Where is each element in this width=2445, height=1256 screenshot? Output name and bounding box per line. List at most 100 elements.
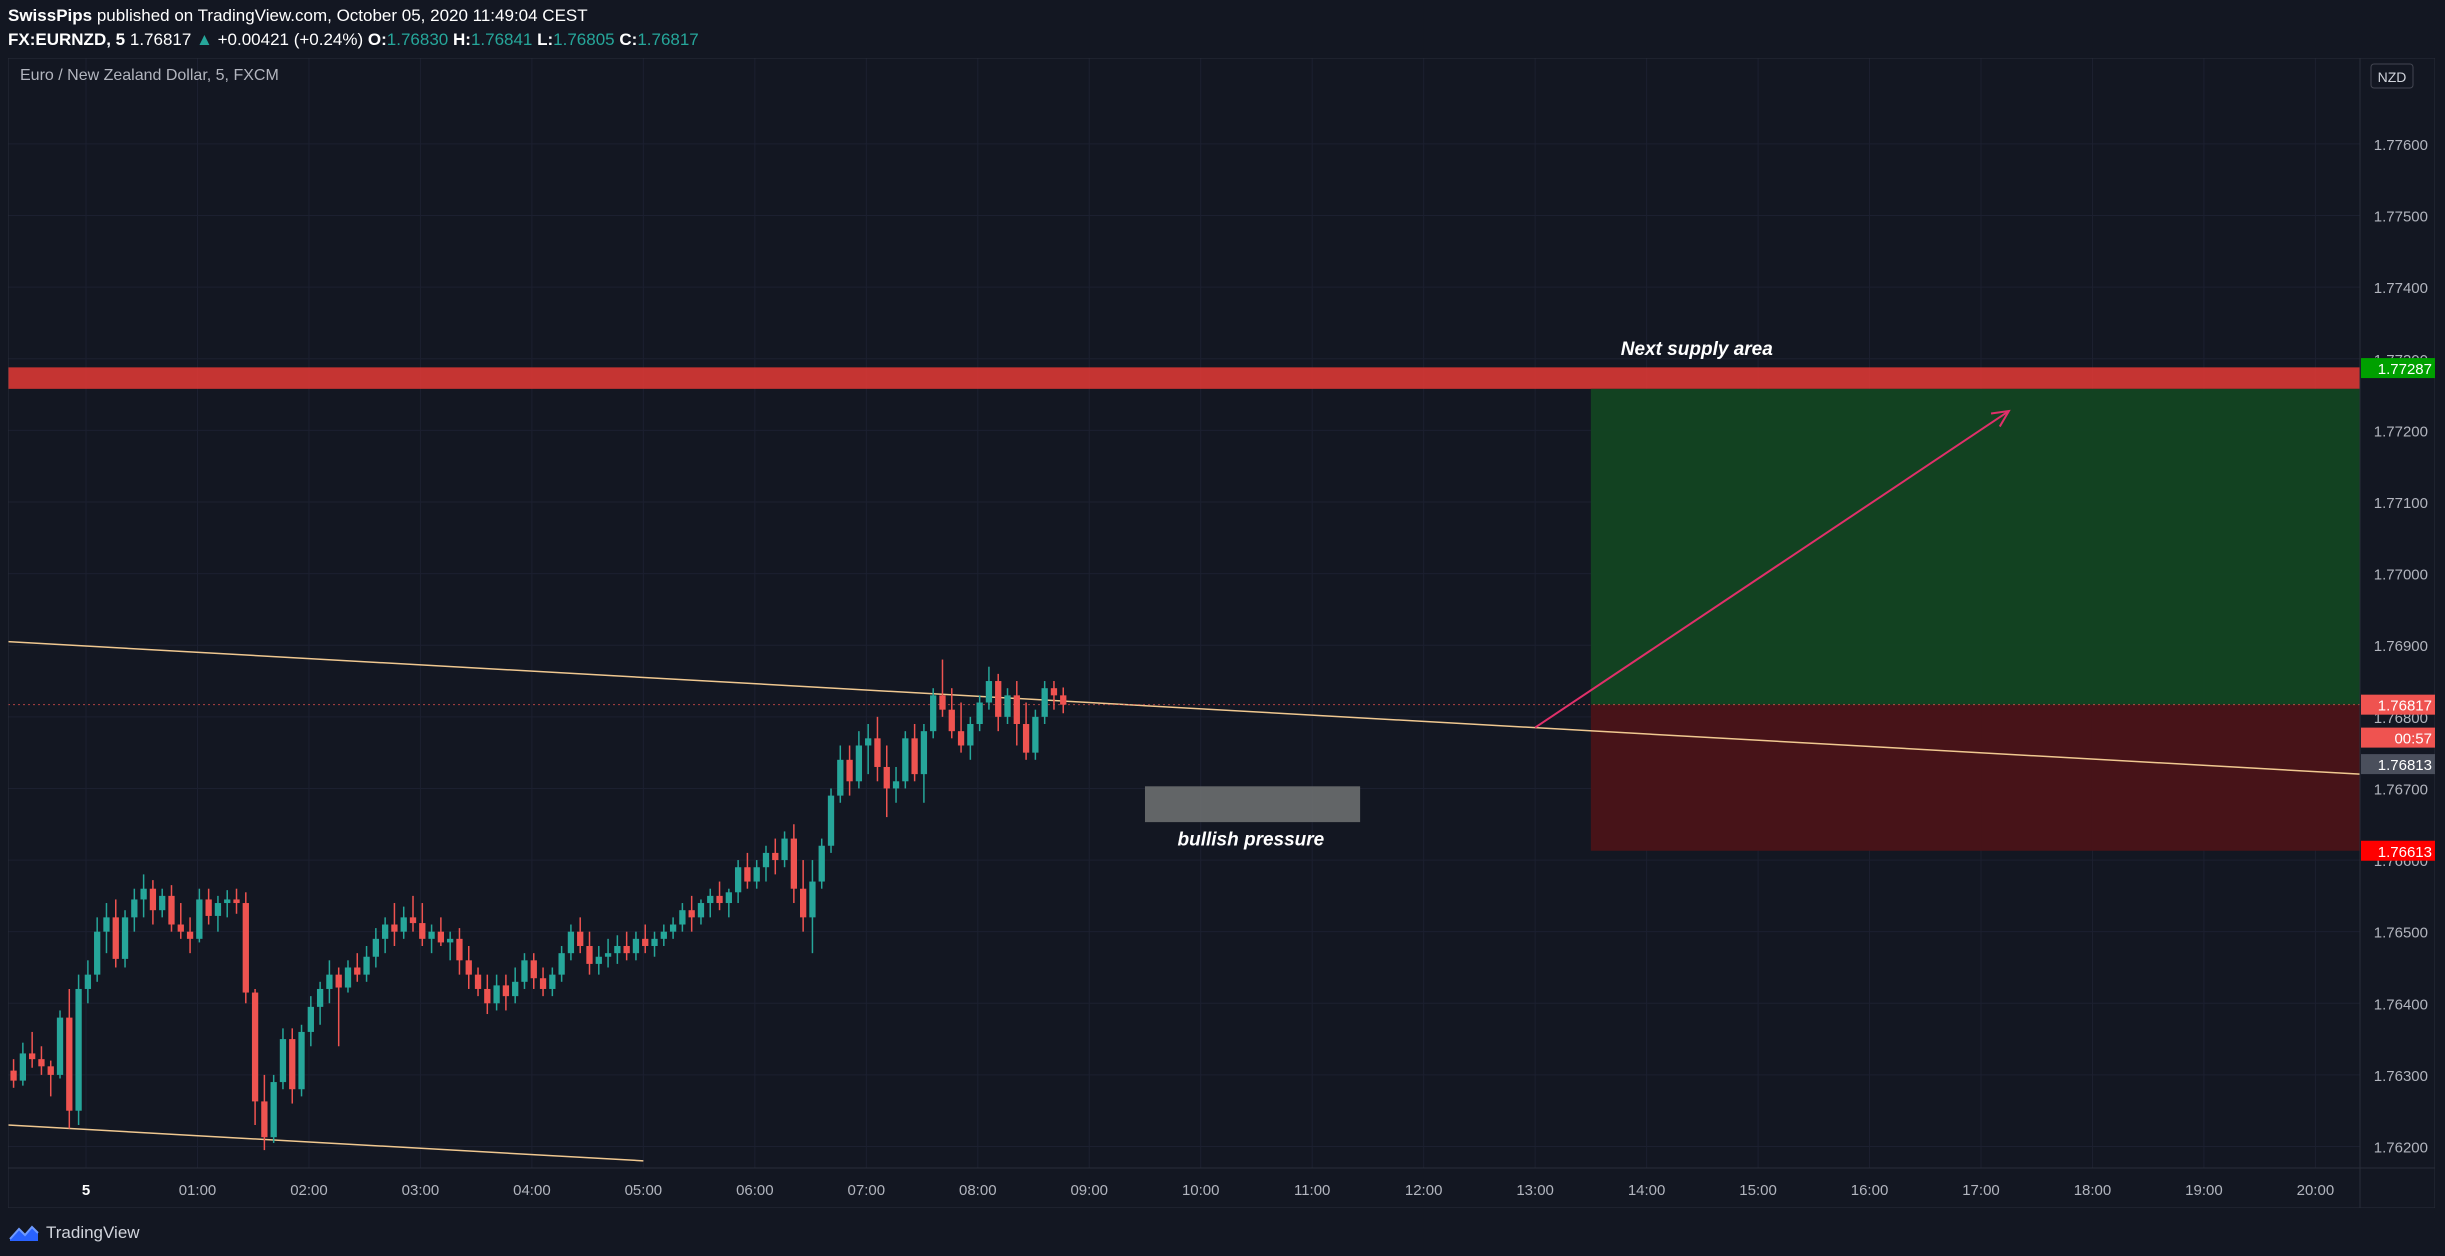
price-tick-label: 1.77500 <box>2374 209 2428 226</box>
candle-body <box>930 695 937 732</box>
candle-body <box>307 1006 314 1032</box>
candle-body <box>837 759 844 796</box>
price-tick-label: 1.76400 <box>2374 996 2428 1013</box>
candle-body <box>344 967 352 988</box>
candle-body <box>428 931 435 939</box>
candle-body <box>298 1031 305 1090</box>
chart-frame[interactable]: Next supply area bullish pressure 1.77600… <box>8 58 2435 1208</box>
candle-body <box>149 888 157 911</box>
annotation-label: Next supply area <box>1621 339 1773 360</box>
stop-zone <box>1590 704 2360 851</box>
symbol-label[interactable]: FX:EURNZD, 5 <box>8 30 126 49</box>
price-axis[interactable]: 1.776001.775001.774001.773001.772001.771… <box>2374 137 2428 1157</box>
open-label: O: <box>367 30 387 49</box>
currency-badge[interactable] <box>2370 63 2414 89</box>
candle-body <box>688 910 695 918</box>
candle-body <box>484 988 491 1004</box>
price-tick-label: 1.77000 <box>2374 567 2428 584</box>
candle-body <box>29 1053 36 1060</box>
candle-body <box>140 888 147 900</box>
candle-body <box>456 938 463 961</box>
price-tick-label: 1.77400 <box>2374 280 2428 297</box>
price-tick-label: 1.76700 <box>2374 781 2428 798</box>
price-tick-label: 1.76500 <box>2374 925 2428 942</box>
last-price: 1.76817 <box>129 30 192 49</box>
candle-body <box>224 899 231 904</box>
candle-body <box>790 838 798 889</box>
price-chart[interactable]: Next supply area bullish pressure 1.77600… <box>8 58 2435 1208</box>
trendline <box>8 1124 644 1162</box>
candle-body <box>214 903 222 916</box>
time-tick-label: 18:00 <box>2074 1182 2112 1199</box>
price-label-text: 1.76813 <box>2378 757 2432 774</box>
price-tick-label: 1.76900 <box>2374 638 2428 655</box>
time-axis[interactable]: 5 01:00 02:00 03:00 04:00 05:00 06:00 07:00 08:0… <box>82 1182 2334 1199</box>
candle-body <box>985 681 993 703</box>
drawings <box>8 409 2361 1162</box>
candle-body <box>335 974 342 988</box>
price-tick-label: 1.77600 <box>2374 137 2428 154</box>
time-tick-label: 16:00 <box>1851 1182 1889 1199</box>
publish-line: SwissPips published on TradingView.com, … <box>8 4 699 28</box>
candle-body <box>381 924 389 939</box>
candle-body <box>465 960 472 975</box>
tradingview-logo-icon[interactable] <box>8 1223 40 1243</box>
author-name[interactable]: SwissPips <box>8 6 93 25</box>
candle-body <box>326 974 333 989</box>
candle-body <box>642 938 649 946</box>
time-tick-label: 19:00 <box>2185 1182 2223 1199</box>
candle-body <box>168 895 175 925</box>
annotation-label: bullish pressure <box>1177 830 1324 851</box>
candle-body <box>251 992 259 1102</box>
time-tick-label: 09:00 <box>1070 1182 1108 1199</box>
candle-body <box>409 917 417 924</box>
candle-body <box>196 899 203 939</box>
candle-body <box>279 1039 287 1083</box>
candle-body <box>883 766 890 789</box>
candle-body <box>604 953 612 957</box>
candle-body <box>521 960 528 982</box>
time-tick-label: 02:00 <box>290 1182 328 1199</box>
low-label: L: <box>537 30 554 49</box>
candle-body <box>762 852 770 868</box>
candle-body <box>112 917 119 959</box>
candle-body <box>1060 695 1067 705</box>
time-tick-label: 01:00 <box>179 1182 217 1199</box>
candle-body <box>391 924 398 932</box>
high-label: H: <box>452 30 471 49</box>
ohlc-line: FX:EURNZD, 5 1.76817 ▲ +0.00421 (+0.24%)… <box>8 28 699 52</box>
price-label-badge <box>2361 754 2435 775</box>
candle-body <box>707 895 714 904</box>
time-tick-label: 17:00 <box>1962 1182 2000 1199</box>
brand-label[interactable]: TradingView <box>46 1223 140 1242</box>
price-labels: 1.77287 1.76817 00:57 1.76813 1.76613 <box>2361 358 2435 861</box>
time-tick-label: 05:00 <box>625 1182 663 1199</box>
candle-body <box>159 895 166 911</box>
supply-zone <box>8 367 2360 389</box>
time-tick-label: 14:00 <box>1628 1182 1666 1199</box>
price-tick-label: 1.77100 <box>2374 495 2428 512</box>
candle-body <box>474 974 482 989</box>
candles <box>10 659 1067 1151</box>
candle-body <box>753 867 760 882</box>
candle-body <box>47 1066 54 1075</box>
candle-body <box>1041 688 1048 717</box>
time-tick-label: 20:00 <box>2297 1182 2335 1199</box>
price-tick-label: 1.76300 <box>2374 1068 2428 1085</box>
price-label-badge <box>2361 358 2435 379</box>
candle-body <box>595 956 602 964</box>
candle-body <box>827 795 835 846</box>
candle-body <box>865 738 872 746</box>
annotation-texts: Next supply area bullish pressure <box>1177 339 1773 851</box>
footer: TradingView <box>8 1218 140 1248</box>
bullish-zone <box>1144 786 1361 823</box>
candle-body <box>549 974 556 989</box>
candle-body <box>289 1039 296 1090</box>
price-label-text: 1.77287 <box>2378 361 2432 378</box>
candle-body <box>447 938 454 943</box>
candle-body <box>939 695 946 710</box>
time-tick-label: 11:00 <box>1294 1182 1330 1199</box>
candle-body <box>1013 695 1020 724</box>
time-tick-label: 07:00 <box>848 1182 886 1199</box>
candle-body <box>354 967 361 975</box>
